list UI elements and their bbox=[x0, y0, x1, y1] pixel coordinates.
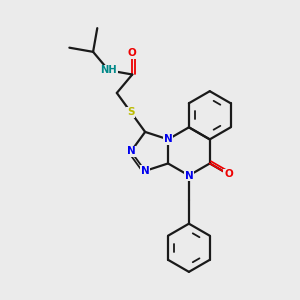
Text: N: N bbox=[141, 166, 149, 176]
Text: S: S bbox=[127, 107, 135, 117]
Text: O: O bbox=[224, 169, 233, 179]
Text: O: O bbox=[128, 48, 137, 58]
Text: N: N bbox=[164, 134, 172, 144]
Text: N: N bbox=[127, 146, 135, 156]
Text: N: N bbox=[184, 170, 193, 181]
Text: NH: NH bbox=[100, 65, 117, 75]
